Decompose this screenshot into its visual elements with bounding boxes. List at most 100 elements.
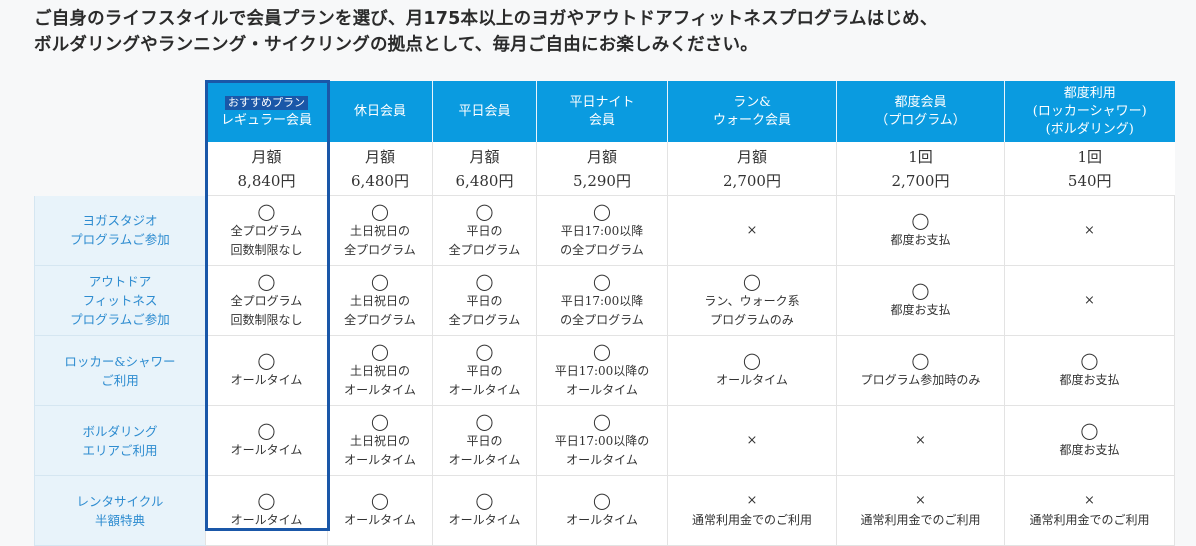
feature-cell: ◯ 土日祝日の オールタイム (327, 405, 433, 476)
feature-cell: ◯ 全プログラム 回数制限なし (205, 265, 328, 336)
feature-cell-note: オールタイム (344, 513, 416, 527)
price-value: 540円 (1067, 171, 1112, 190)
plan-header-3: 平日ナイト 会員 (536, 81, 668, 142)
feature-cell-note: ラン、ウォーク系 (704, 293, 800, 308)
feature-label-line: エリアご利用 (82, 442, 158, 458)
feature-cell: ◯ 都度お支払 (1004, 335, 1175, 406)
feature-cell: × (836, 405, 1005, 476)
feature-label-line: ヨガスタジオ (82, 213, 158, 229)
circle-mark-icon: ◯ (593, 491, 611, 510)
feature-cell-note: 平日17:00以降の (554, 433, 650, 448)
circle-mark-icon: ◯ (257, 201, 276, 221)
feature-label: ロッカー&シャワー ご利用 (34, 335, 206, 406)
feature-row: アウトドア フィットネス プログラムご参加 ◯ 全プログラム 回数制限なし ◯ 土日祝日の 全プ… (34, 265, 1175, 336)
cross-mark-icon: × (746, 222, 758, 238)
plan-name: 平日会員 (458, 103, 511, 119)
feature-label-line: プログラムご参加 (70, 232, 170, 248)
feature-cell: ◯ オールタイム (432, 475, 537, 546)
price-label: 月額 (251, 147, 282, 166)
circle-mark-icon: ◯ (371, 271, 389, 291)
feature-cell: ◯ 平日17:00以降の オールタイム (536, 405, 668, 476)
price-value: 2,700円 (723, 171, 781, 190)
feature-cell-note: オールタイム (230, 443, 303, 457)
price-value: 5,290円 (573, 171, 631, 190)
feature-cell-note: 全プログラム (230, 223, 303, 238)
feature-cell-note: 通常利用金でのご利用 (691, 513, 812, 527)
plan-name: 会員 (588, 112, 615, 128)
feature-cell-note: オールタイム (230, 513, 303, 527)
intro-text: ご自身のライフスタイルで会員プランを選び、月175本以上のヨガやアウトドアフィッ… (34, 6, 1184, 58)
circle-mark-icon: ◯ (371, 341, 389, 361)
price-label: 1回 (1077, 147, 1103, 166)
feature-cell: ◯ 平日17:00以降 の全プログラム (536, 265, 668, 336)
plan-name: 都度会員 (894, 94, 947, 110)
feature-cell: ◯ 平日17:00以降の オールタイム (536, 335, 668, 406)
table-corner (35, 81, 206, 196)
circle-mark-icon: ◯ (1080, 421, 1099, 440)
plan-price-2: 月額 6,480円 (432, 142, 537, 196)
feature-cell-note: オールタイム (566, 452, 638, 467)
circle-mark-icon: ◯ (475, 341, 494, 361)
circle-mark-icon: ◯ (743, 271, 761, 291)
feature-cell-note: 通常利用金でのご利用 (860, 513, 981, 527)
feature-label-line: ロッカー&シャワー (64, 353, 176, 369)
feature-cell-note: の全プログラム (560, 312, 644, 327)
feature-cell-note: オールタイム (566, 382, 638, 397)
feature-cell: ◯ 平日の オールタイム (432, 335, 537, 406)
feature-cell: ◯ オールタイム (205, 335, 328, 406)
plan-header-0: おすすめプラン レギュラー会員 (205, 81, 328, 142)
plan-header-2: 平日会員 (432, 81, 537, 142)
feature-cell-note: 回数制限なし (230, 312, 303, 327)
plan-name: （プログラム） (875, 112, 966, 128)
feature-cell: ◯ 土日祝日の 全プログラム (327, 195, 433, 266)
feature-cell: ◯ 土日祝日の オールタイム (327, 335, 433, 406)
price-value: 8,840円 (237, 171, 296, 190)
feature-cell-note: 平日17:00以降の (554, 363, 650, 378)
feature-cell-note: 全プログラム (230, 293, 303, 308)
circle-mark-icon: ◯ (475, 491, 494, 510)
plan-name: (ボルダリング) (1045, 121, 1134, 137)
cross-mark-icon: × (915, 432, 926, 448)
cross-mark-icon: × (746, 493, 758, 508)
circle-mark-icon: ◯ (475, 411, 494, 431)
feature-cell: ◯ 全プログラム 回数制限なし (205, 195, 328, 266)
plan-price-row: 月額 8,840円 月額 6,480円 月額 6,480円 月額 5,290円 月額 2,700円… (35, 142, 1175, 196)
feature-label: レンタサイクル 半額特典 (34, 475, 206, 546)
feature-cell-note: 通常利用金でのご利用 (1029, 513, 1150, 527)
plan-comparison-table: おすすめプラン レギュラー会員 休日会員 平日会員 平日ナイト 会員 ラン& ウォーク会員 都度… (34, 81, 1175, 546)
feature-cell-note: 全プログラム (448, 312, 521, 327)
circle-mark-icon: ◯ (593, 411, 611, 431)
feature-cell-note: 全プログラム (448, 242, 521, 257)
circle-mark-icon: ◯ (911, 211, 930, 230)
feature-cell-note: 全プログラム (344, 242, 416, 257)
feature-cell: ◯ 土日祝日の 全プログラム (327, 265, 433, 336)
plan-header-4: ラン& ウォーク会員 (667, 81, 837, 142)
feature-cell: ◯ 平日の 全プログラム (432, 265, 537, 336)
feature-cell: ◯ 都度お支払 (1004, 405, 1175, 476)
circle-mark-icon: ◯ (371, 411, 389, 431)
feature-cell: ◯ 平日17:00以降 の全プログラム (536, 195, 668, 266)
cross-mark-icon: × (1084, 493, 1095, 508)
feature-row: ボルダリング エリアご利用 ◯ オールタイム ◯ 土日祝日の オールタイム ◯ 平日の オールタイ… (34, 405, 1175, 476)
circle-mark-icon: ◯ (593, 271, 611, 291)
price-value: 2,700円 (891, 171, 950, 190)
feature-cell-note: プログラム参加時のみ (860, 373, 981, 387)
cross-mark-icon: × (1084, 222, 1095, 238)
feature-cell-note: オールタイム (344, 382, 416, 397)
circle-mark-icon: ◯ (371, 491, 389, 510)
plan-price-1: 月額 6,480円 (327, 142, 433, 196)
plan-price-4: 月額 2,700円 (667, 142, 837, 196)
circle-mark-icon: ◯ (743, 351, 761, 370)
plan-name: 休日会員 (353, 103, 406, 119)
feature-cell-note: オールタイム (448, 452, 521, 467)
plan-header-1: 休日会員 (327, 81, 433, 142)
feature-cell: ◯ オールタイム (327, 475, 433, 546)
feature-label-line: ご利用 (101, 372, 139, 388)
feature-row: レンタサイクル 半額特典 ◯ オールタイム ◯ オールタイム ◯ オールタイム ◯ オールタイム ×… (34, 475, 1175, 546)
feature-cell-note: オールタイム (344, 452, 416, 467)
plan-name: ウォーク会員 (712, 112, 791, 128)
feature-cell-note: 平日17:00以降 (560, 223, 644, 238)
price-label: 1回 (908, 147, 933, 166)
feature-cell-note: の全プログラム (560, 242, 644, 257)
circle-mark-icon: ◯ (475, 201, 494, 221)
